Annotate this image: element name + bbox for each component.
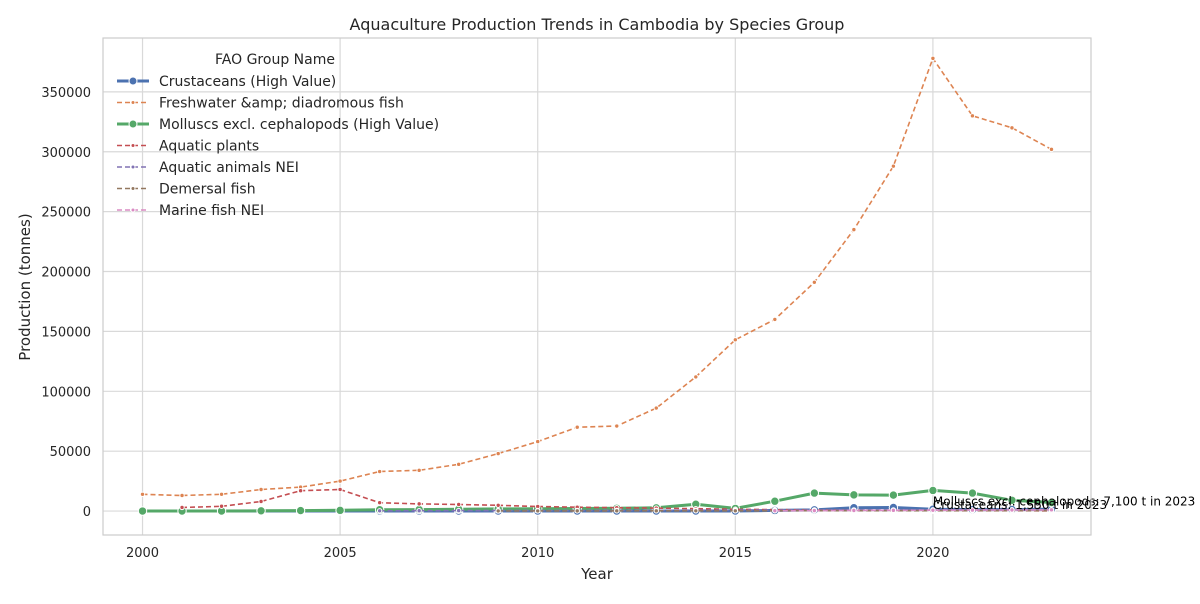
y-tick-label: 250000 — [41, 206, 91, 221]
legend-label-1: Freshwater &amp; diadromous fish — [159, 96, 404, 112]
legend-label-6: Marine fish NEI — [159, 203, 264, 219]
y-tick-label: 100000 — [41, 385, 91, 400]
data-point — [377, 469, 381, 473]
legend-item: Marine fish NEI — [117, 203, 264, 219]
legend-item: Molluscs excl. cephalopods (High Value) — [117, 117, 439, 133]
data-point — [417, 468, 421, 472]
legend-marker-3 — [131, 144, 135, 148]
data-point — [1010, 126, 1014, 130]
legend-label-0: Crustaceans (High Value) — [159, 74, 336, 90]
legend-label-5: Demersal fish — [159, 182, 256, 198]
legend-item: Freshwater &amp; diadromous fish — [117, 96, 404, 112]
legend: FAO Group Name Crustaceans (High Value) Fr… — [117, 52, 439, 219]
y-tick-label: 200000 — [41, 266, 91, 281]
data-point — [338, 479, 342, 483]
data-point — [138, 507, 146, 515]
data-point — [536, 439, 540, 443]
data-point — [257, 507, 265, 515]
data-point — [889, 491, 897, 499]
data-point — [970, 114, 974, 118]
legend-marker-4 — [131, 165, 135, 169]
data-point — [575, 425, 579, 429]
legend-label-3: Aquatic plants — [159, 139, 259, 155]
data-point — [654, 509, 658, 513]
legend-item: Demersal fish — [117, 182, 256, 198]
chart-title: Aquaculture Production Trends in Cambodi… — [350, 15, 845, 34]
annotations: Molluscs excl. cephalopods: 7,100 t in 2… — [933, 495, 1195, 513]
data-point — [850, 491, 858, 499]
annotation-label: Crustaceans: 1,550 t in 2023 — [933, 498, 1107, 512]
plot-frame — [103, 38, 1091, 535]
data-point — [298, 488, 302, 492]
y-tick-label: 350000 — [41, 86, 91, 101]
legend-marker-0 — [129, 77, 137, 85]
y-tick-label: 300000 — [41, 146, 91, 161]
data-point — [773, 508, 777, 512]
x-axis-label: Year — [580, 565, 614, 583]
data-point — [733, 509, 737, 513]
x-tick-label: 2020 — [916, 546, 949, 561]
x-tick-label: 2010 — [521, 546, 554, 561]
y-axis-label: Production (tonnes) — [16, 213, 34, 360]
data-point — [536, 509, 540, 513]
legend-label-4: Aquatic animals NEI — [159, 160, 299, 176]
y-tick-label: 0 — [83, 505, 91, 520]
data-point — [259, 499, 263, 503]
data-point — [377, 509, 381, 513]
data-point — [338, 487, 342, 491]
data-point — [812, 508, 816, 512]
data-point — [219, 492, 223, 496]
data-point — [771, 497, 779, 505]
data-point — [456, 508, 460, 512]
data-point — [891, 164, 895, 168]
data-point — [812, 280, 816, 284]
legend-marker-1 — [131, 101, 135, 105]
data-point — [1049, 147, 1053, 151]
data-point — [456, 462, 460, 466]
data-point — [336, 506, 344, 514]
data-point — [259, 487, 263, 491]
legend-marker-2 — [129, 120, 137, 128]
data-point — [931, 56, 935, 60]
data-point — [180, 493, 184, 497]
legend-title: FAO Group Name — [215, 52, 335, 68]
data-point — [694, 509, 698, 513]
legend-item: Aquatic animals NEI — [117, 160, 299, 176]
data-point — [773, 317, 777, 321]
data-point — [654, 406, 658, 410]
data-point — [417, 508, 421, 512]
data-point — [377, 500, 381, 504]
data-point — [852, 227, 856, 231]
data-point — [929, 486, 937, 494]
data-point — [615, 509, 619, 513]
data-point — [140, 492, 144, 496]
x-tick-label: 2000 — [126, 546, 159, 561]
legend-marker-6 — [131, 208, 135, 212]
y-tick-label: 150000 — [41, 325, 91, 340]
x-tick-label: 2005 — [324, 546, 357, 561]
grid — [103, 38, 1091, 535]
data-point — [417, 502, 421, 506]
data-point — [575, 509, 579, 513]
data-point — [180, 505, 184, 509]
data-point — [496, 503, 500, 507]
legend-item: Crustaceans (High Value) — [117, 74, 336, 90]
data-point — [733, 338, 737, 342]
data-point — [456, 502, 460, 506]
x-tick-label: 2015 — [719, 546, 752, 561]
data-point — [615, 424, 619, 428]
data-point — [496, 451, 500, 455]
legend-marker-5 — [131, 187, 135, 191]
data-point — [810, 489, 818, 497]
data-point — [219, 504, 223, 508]
data-point — [852, 508, 856, 512]
data-point — [496, 509, 500, 513]
data-point — [694, 375, 698, 379]
y-tick-label: 50000 — [50, 445, 91, 460]
legend-label-2: Molluscs excl. cephalopods (High Value) — [159, 117, 439, 133]
data-point — [296, 506, 304, 514]
data-point — [891, 508, 895, 512]
